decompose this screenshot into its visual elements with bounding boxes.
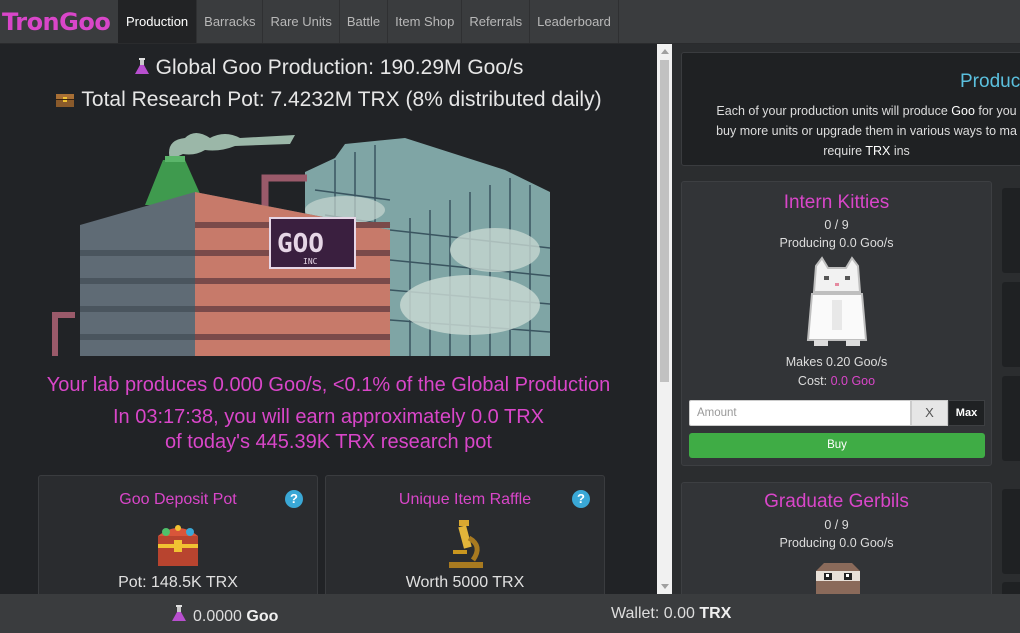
kitty-icon [806, 256, 868, 346]
production-overview-panel: Global Goo Production: 190.29M Goo/s Tot… [0, 44, 657, 594]
units-panel: Produc Each of your production units wil… [672, 44, 1020, 594]
card-value: Pot: 148.5K TRX [118, 574, 238, 591]
unit-name: Graduate Gerbils [764, 491, 909, 512]
unit-cost: Cost: 0.0 Goo [797, 374, 876, 388]
goo-deposit-pot-card: Goo Deposit Pot ? Pot: 148.5K TRX [38, 475, 318, 594]
wallet-balance: Wallet: 0.00 TRX [611, 605, 732, 622]
next-unit-peek[interactable] [1002, 376, 1020, 461]
nav-rare-units[interactable]: Rare Units [263, 0, 340, 43]
scrollbar-thumb[interactable] [660, 60, 669, 382]
app-logo[interactable]: TronGoo [2, 7, 111, 36]
nav-production[interactable]: Production [118, 0, 198, 43]
unit-producing: Producing 0.0 Goo/s [779, 536, 894, 550]
nav-leaderboard[interactable]: Leaderboard [530, 0, 619, 43]
help-icon[interactable]: ? [285, 490, 303, 508]
card-value: Worth 5000 TRX [405, 574, 525, 591]
card-title: Goo Deposit Pot [119, 491, 237, 508]
next-unit-peek[interactable] [1002, 582, 1020, 594]
scroll-down-icon[interactable] [661, 584, 669, 589]
intro-text: Each of your production units will produ… [716, 104, 1017, 158]
research-pot-share-line: of today's 445.39K TRX research pot [165, 431, 492, 453]
treasure-chest-icon [158, 525, 198, 566]
unit-card-intern-kitties: Intern Kitties 0 / 9 Producing 0.0 Goo/s… [681, 181, 992, 466]
unit-makes-rate: Makes 0.20 Goo/s [785, 355, 888, 369]
unit-owned-count: 0 / 9 [824, 218, 849, 232]
status-footer: 0.0000 Goo Wallet: 0.00 TRX [0, 594, 1020, 633]
clear-amount-button[interactable]: X [911, 400, 948, 426]
top-nav: TronGoo Production Barracks Rare Units B… [0, 0, 1020, 44]
scroll-up-icon[interactable] [661, 49, 669, 54]
unit-name: Intern Kitties [783, 192, 890, 213]
global-production-stat: Global Goo Production: 190.29M Goo/s [0, 52, 657, 84]
goo-factory-illustration: GOO INC [52, 133, 551, 356]
intro-title: Produc [960, 71, 1020, 92]
amount-input[interactable]: Amount [689, 400, 911, 426]
unit-producing: Producing 0.0 Goo/s [779, 236, 894, 250]
global-production-text: Global Goo Production: 190.29M Goo/s [155, 56, 524, 79]
next-unit-peek[interactable] [1002, 282, 1020, 367]
unit-card-graduate-gerbils: Graduate Gerbils 0 / 9 Producing 0.0 Goo… [681, 482, 992, 594]
goo-balance: 0.0000 Goo [171, 605, 278, 626]
nav-referrals[interactable]: Referrals [462, 0, 531, 43]
unit-cost-value: 0.0 Goo [830, 374, 876, 388]
research-pot-stat: Total Research Pot: 7.4232M TRX (8% dist… [0, 84, 657, 116]
lab-production-line: Your lab produces 0.000 Goo/s, <0.1% of … [46, 374, 611, 396]
factory-sign-subtext: INC [303, 257, 318, 266]
max-amount-button[interactable]: Max [948, 400, 985, 426]
flask-icon [134, 58, 149, 74]
left-panel-scrollbar[interactable] [657, 44, 672, 594]
chest-icon [56, 94, 75, 107]
factory-sign-text: GOO [277, 229, 324, 259]
earnings-countdown-line: In 03:17:38, you will earn approximately… [113, 406, 544, 428]
flask-icon [172, 605, 186, 621]
help-icon[interactable]: ? [572, 490, 590, 508]
research-pot-text: Total Research Pot: 7.4232M TRX (8% dist… [81, 88, 602, 111]
unit-owned-count: 0 / 9 [824, 518, 849, 532]
next-unit-peek[interactable] [1002, 188, 1020, 273]
nav-barracks[interactable]: Barracks [197, 0, 264, 43]
buy-button[interactable]: Buy [689, 433, 985, 458]
microscope-icon [449, 520, 483, 568]
unique-item-raffle-card: Unique Item Raffle ? Worth 5000 TRX [325, 475, 605, 594]
next-unit-peek[interactable] [1002, 489, 1020, 574]
production-intro-box: Produc Each of your production units wil… [681, 52, 1020, 166]
nav-item-shop[interactable]: Item Shop [388, 0, 463, 43]
nav-battle[interactable]: Battle [340, 0, 389, 43]
card-title: Unique Item Raffle [398, 491, 532, 508]
gerbil-icon [816, 563, 860, 594]
